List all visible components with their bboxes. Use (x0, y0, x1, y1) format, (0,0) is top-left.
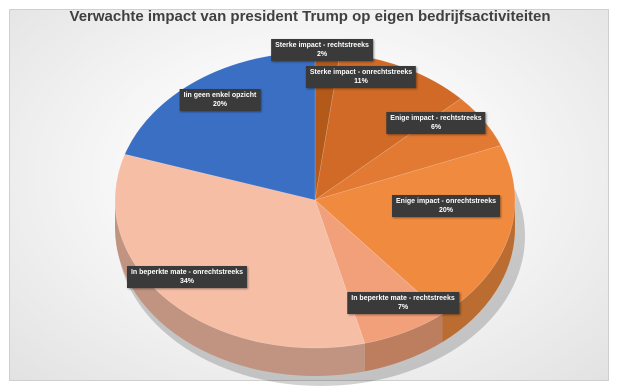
data-label-category: Iin geen enkel opzicht (183, 92, 257, 99)
pie-side-3 (442, 200, 515, 343)
pie-slice-5[interactable] (114, 153, 366, 349)
data-label-category: Sterke impact - onrechtstreeks (309, 69, 413, 76)
data-label-category: In beperkte mate - onrechtstreeks (130, 269, 244, 276)
pie-side-4 (364, 314, 443, 372)
data-label-0: Sterke impact - rechtstreeks 2% (271, 39, 373, 61)
data-label-value: 7% (397, 304, 409, 311)
data-label-category: In beperkte mate - rechtstreeks (351, 295, 455, 302)
data-label-4: In beperkte mate - rechtstreeks 7% (347, 292, 459, 314)
data-label-value: 6% (430, 124, 442, 131)
data-label-3: Enige impact - onrechtstreeks 20% (392, 195, 500, 217)
pie-slice-3[interactable] (314, 145, 516, 315)
data-label-category: Sterke impact - rechtstreeks (275, 42, 369, 49)
data-label-value: 2% (316, 51, 328, 58)
data-label-6: Iin geen enkel opzicht 20% (179, 89, 261, 111)
data-label-5: In beperkte mate - onrechtstreeks 34% (126, 266, 248, 288)
chart-title: Verwachte impact van president Trump op … (69, 8, 551, 25)
data-label-1: Sterke impact - onrechtstreeks 11% (305, 66, 417, 88)
data-label-value: 34% (179, 278, 195, 285)
pie-side-5 (115, 200, 365, 376)
data-label-2: Enige impact - rechtstreeks 6% (386, 112, 486, 134)
data-label-category: Enige impact - rechtstreeks (390, 115, 482, 122)
data-label-category: Enige impact - onrechtstreeks (396, 198, 496, 205)
data-label-value: 11% (354, 78, 368, 85)
data-label-value: 20% (438, 207, 454, 214)
data-label-value: 20% (212, 101, 228, 108)
